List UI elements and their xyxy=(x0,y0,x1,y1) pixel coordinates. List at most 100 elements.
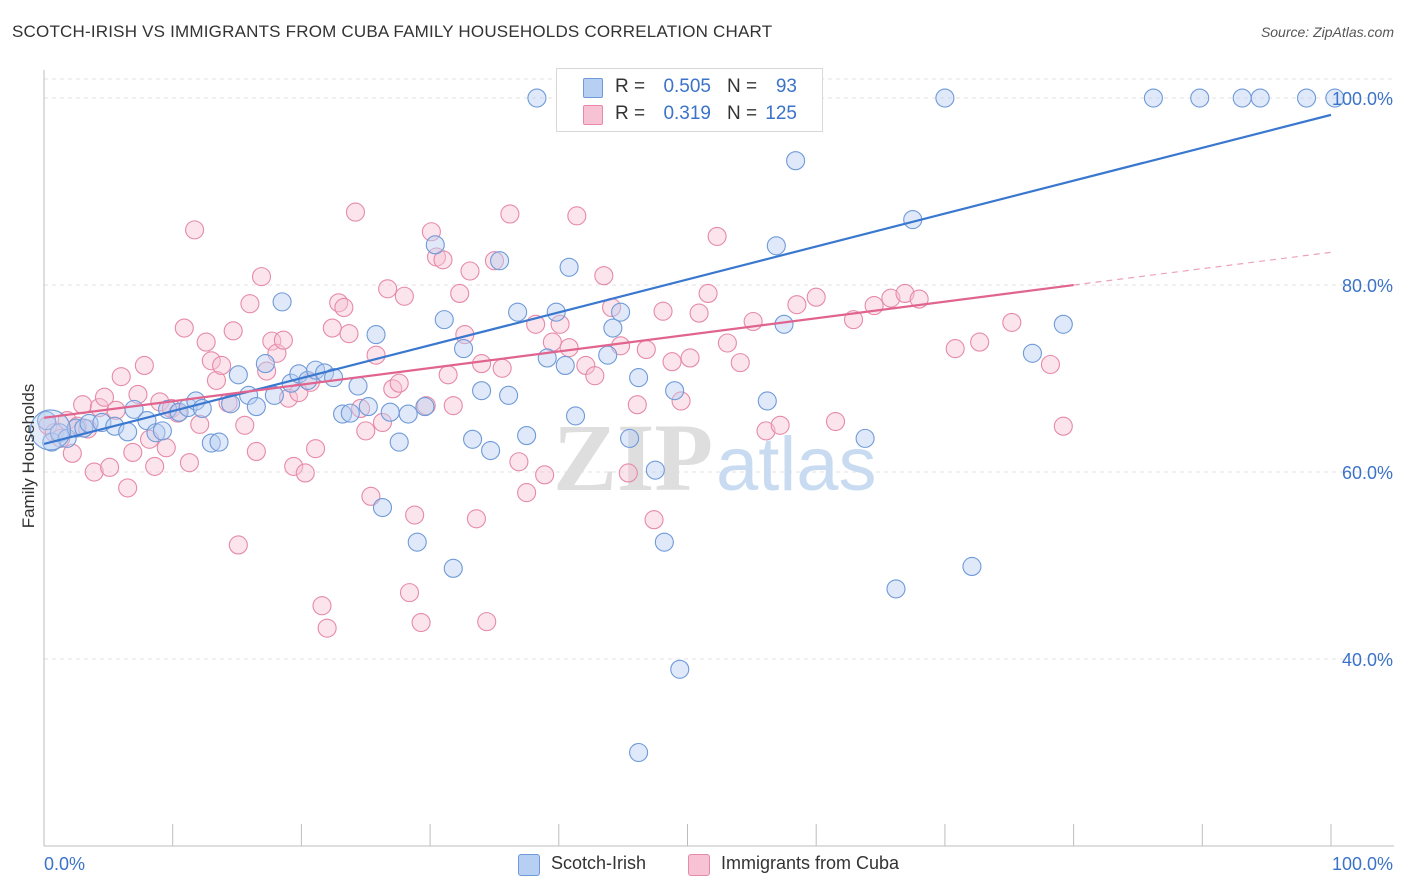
cuba-point xyxy=(405,505,425,525)
cuba-point xyxy=(118,478,138,498)
scotch-irish-point xyxy=(603,318,623,338)
cuba-point xyxy=(145,456,165,476)
cuba-point xyxy=(945,339,965,359)
scotch-irish-point xyxy=(611,302,631,322)
cuba-point xyxy=(128,384,148,404)
scotch-irish-point xyxy=(1250,88,1270,108)
cuba-point xyxy=(433,250,453,270)
scotch-irish-point xyxy=(1325,88,1345,108)
cuba-point xyxy=(611,336,631,356)
cuba-point xyxy=(257,361,277,381)
scotch-irish-point xyxy=(1053,314,1073,334)
watermark-zip: ZIP xyxy=(553,404,713,511)
scotch-irish-point xyxy=(527,88,547,108)
cuba-point xyxy=(416,396,436,416)
cuba-point xyxy=(246,441,266,462)
scotch-irish-point xyxy=(348,376,368,396)
trend-lines xyxy=(43,113,1332,446)
y-axis-label: Family Households xyxy=(19,384,38,529)
cuba-point xyxy=(251,267,272,287)
legend-r-label: R = xyxy=(615,103,646,124)
cuba-point xyxy=(1040,354,1060,375)
scotch-irish-point xyxy=(380,402,400,422)
scotch-irish-point xyxy=(508,302,528,322)
scotch-irish-point xyxy=(366,325,386,345)
cuba-point xyxy=(535,465,555,485)
legend-r-value: 0.505 xyxy=(663,76,711,97)
cuba-point xyxy=(345,202,366,222)
cuba-point xyxy=(317,618,337,638)
scotch-irish-point xyxy=(118,422,138,442)
cuba-trend-extension xyxy=(1073,251,1332,286)
cuba-point xyxy=(500,204,520,224)
cuba-point xyxy=(653,301,673,321)
cuba-point xyxy=(770,415,790,435)
bottom-legend-label: Scotch-Irish xyxy=(551,853,647,873)
cuba-point xyxy=(438,365,458,385)
watermark: ZIP atlas xyxy=(553,404,877,511)
cuba-point xyxy=(411,612,431,633)
scotch-irish-point xyxy=(209,432,229,452)
scotch-irish-point xyxy=(490,251,510,271)
cuba-point xyxy=(240,294,260,314)
cuba-point xyxy=(550,314,570,334)
scotch-irish-point xyxy=(620,428,640,448)
scotch-irish-point xyxy=(340,403,360,423)
cuba-point xyxy=(399,583,420,603)
cuba-point xyxy=(730,353,750,373)
scotch-irish-point xyxy=(255,354,275,374)
correlation-legend: R = 0.505 N = 93 R = 0.319 N = 125 xyxy=(556,68,823,132)
cuba-point xyxy=(62,443,82,463)
cuba-point xyxy=(717,333,737,353)
cuba-point xyxy=(284,456,304,476)
x-tick-label: 100.0% xyxy=(1332,854,1393,874)
cuba-point xyxy=(123,442,143,462)
scotch-irish-point xyxy=(598,345,618,365)
series-immigrants-from-cuba xyxy=(38,202,1073,638)
scotch-irish-point xyxy=(358,397,378,417)
cuba-point xyxy=(843,310,864,330)
series-scotch-irish xyxy=(29,88,1345,763)
bottom-legend-label: Immigrants from Cuba xyxy=(721,853,900,873)
cuba-point xyxy=(698,283,718,304)
bottom-legend-swatch-pink xyxy=(688,854,710,876)
scotch-irish-point xyxy=(565,406,586,426)
cuba-point xyxy=(372,412,393,433)
scotch-irish-point xyxy=(66,418,86,438)
cuba-point xyxy=(542,332,562,352)
cuba-point xyxy=(394,286,414,306)
scotch-irish-point xyxy=(665,381,685,401)
cuba-point xyxy=(201,351,221,371)
cuba-point xyxy=(450,283,470,304)
cuba-point xyxy=(378,279,398,299)
scotch-irish-point xyxy=(152,421,172,441)
scotch-irish-point xyxy=(645,460,665,480)
cuba-point xyxy=(594,266,614,286)
scotch-irish-point xyxy=(372,498,393,518)
cuba-point xyxy=(970,332,990,352)
scotch-irish-point xyxy=(333,404,353,424)
cuba-point xyxy=(567,206,587,226)
scotch-irish-point xyxy=(499,385,519,405)
legend-n-value: 125 xyxy=(765,103,797,124)
cuba-point xyxy=(361,486,381,506)
scotch-irish-point xyxy=(389,432,409,452)
scotch-irish-point xyxy=(555,355,575,375)
cuba-point xyxy=(460,261,480,281)
cuba-point xyxy=(509,452,529,472)
legend-row-cuba: R = 0.319 N = 125 xyxy=(557,100,822,128)
scotch-irish-point xyxy=(629,368,649,388)
cuba-point xyxy=(306,439,326,459)
cuba-point xyxy=(585,366,605,386)
y-tick-label: 80.0% xyxy=(1342,276,1393,296)
axes xyxy=(43,70,1394,847)
scotch-irish-point xyxy=(407,532,427,552)
legend-swatch-blue xyxy=(583,78,603,98)
cuba-point xyxy=(492,358,512,378)
cuba-point xyxy=(351,398,371,418)
x-tick-label: 0.0% xyxy=(44,854,85,874)
cuba-point xyxy=(517,483,537,503)
scotch-irish-point xyxy=(559,257,579,277)
scotch-irish-point xyxy=(246,397,266,417)
cuba-point xyxy=(472,354,492,374)
